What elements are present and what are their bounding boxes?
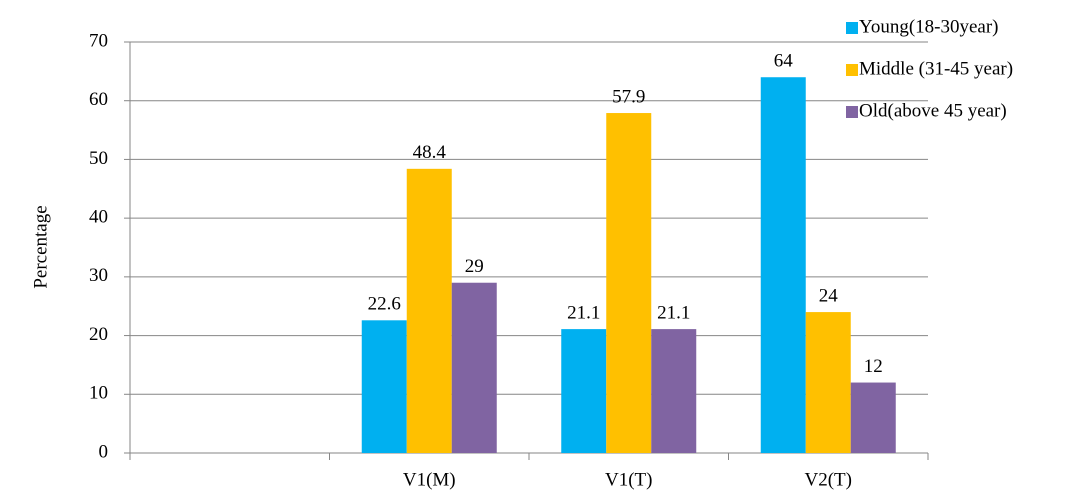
x-tick-label: V1(T) — [605, 469, 652, 490]
legend-marker — [846, 106, 858, 118]
bar — [606, 113, 652, 454]
legend-label: Middle (31-45 year) — [859, 58, 1013, 79]
x-tick-label: V2(T) — [805, 469, 852, 490]
data-label: 48.4 — [413, 142, 447, 163]
legend-marker — [846, 64, 858, 76]
y-tick-label: 10 — [89, 383, 108, 404]
x-tick-label: V1(M) — [403, 469, 456, 490]
data-label: 22.6 — [368, 294, 401, 315]
data-label: 24 — [819, 285, 839, 306]
bar — [561, 329, 607, 453]
y-axis-label: Percentage — [30, 205, 51, 288]
data-label: 21.1 — [657, 302, 690, 323]
bar — [760, 77, 806, 453]
bar — [651, 329, 697, 453]
y-tick-label: 50 — [89, 148, 108, 169]
data-label: 57.9 — [612, 86, 645, 107]
bar — [850, 382, 896, 453]
y-tick-label: 0 — [99, 441, 109, 462]
legend-label: Old(above 45 year) — [859, 100, 1007, 121]
bar — [451, 282, 497, 453]
legend-label: Young(18-30year) — [859, 16, 999, 37]
y-tick-label: 20 — [89, 324, 108, 345]
bar — [805, 312, 851, 453]
bar — [406, 168, 452, 453]
data-label: 64 — [774, 51, 794, 72]
data-label: 21.1 — [567, 302, 600, 323]
bar — [361, 320, 407, 453]
y-tick-label: 70 — [89, 30, 108, 51]
y-tick-label: 40 — [89, 207, 108, 228]
data-label: 12 — [864, 356, 883, 377]
legend-marker — [846, 22, 858, 34]
y-tick-label: 60 — [89, 89, 108, 110]
data-label: 29 — [465, 256, 484, 277]
y-tick-label: 30 — [89, 265, 108, 286]
